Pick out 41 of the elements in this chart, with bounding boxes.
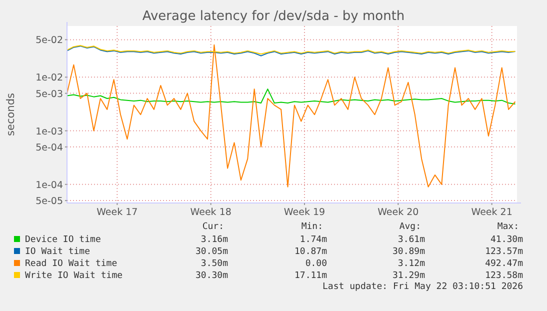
- legend-label: Read IO Wait time: [25, 259, 118, 269]
- text: 30.05m: [195, 247, 228, 257]
- y-tick-label: 1e-04: [36, 180, 63, 191]
- y-axis-title: seconds: [5, 93, 17, 136]
- text: Avg:: [399, 222, 421, 232]
- legend-label: Write IO Wait time: [25, 271, 123, 281]
- legend-label: IO Wait time: [25, 247, 90, 257]
- text: 3.50m: [200, 259, 228, 269]
- y-tick-label: 1e-02: [36, 72, 63, 84]
- y-tick-label: 5e-03: [36, 88, 63, 100]
- text: 10.87m: [294, 247, 327, 257]
- text: 31.29m: [392, 271, 425, 281]
- x-tick-label: Week 17: [96, 207, 138, 218]
- y-tick-label: 5e-04: [36, 142, 63, 154]
- x-tick-label: Week 19: [284, 207, 326, 218]
- x-tick-label: Week 18: [190, 207, 232, 218]
- chart-title: Average latency for /dev/sda - by month: [142, 9, 405, 24]
- text: 3.16m: [200, 235, 228, 245]
- text: 492.47m: [485, 259, 523, 269]
- text: 3.61m: [398, 235, 425, 245]
- text: 1.74m: [300, 235, 327, 245]
- text: Last update: Fri May 22 03:10:51 2026: [322, 282, 523, 292]
- y-tick-label: 5e-05: [36, 196, 63, 208]
- legend-label: Device IO time: [25, 235, 101, 245]
- text: Max:: [497, 222, 519, 232]
- text: 3.12m: [398, 259, 425, 269]
- text: Min:: [301, 222, 323, 232]
- text: 0.00: [305, 259, 327, 269]
- text: 30.89m: [392, 247, 425, 257]
- y-tick-label: 5e-02: [36, 35, 63, 46]
- x-tick-label: Week 20: [378, 207, 419, 218]
- text: 41.30m: [490, 235, 523, 245]
- line-series: [66, 44, 516, 188]
- line-series: [66, 88, 516, 104]
- text: Cur:: [202, 222, 224, 232]
- y-tick-label: 1e-03: [36, 126, 63, 138]
- x-tick-label: Week 21: [471, 207, 512, 218]
- text: 30.30m: [195, 271, 228, 281]
- text: 123.57m: [485, 247, 523, 257]
- text: 17.11m: [294, 271, 327, 281]
- text: 123.58m: [485, 271, 523, 281]
